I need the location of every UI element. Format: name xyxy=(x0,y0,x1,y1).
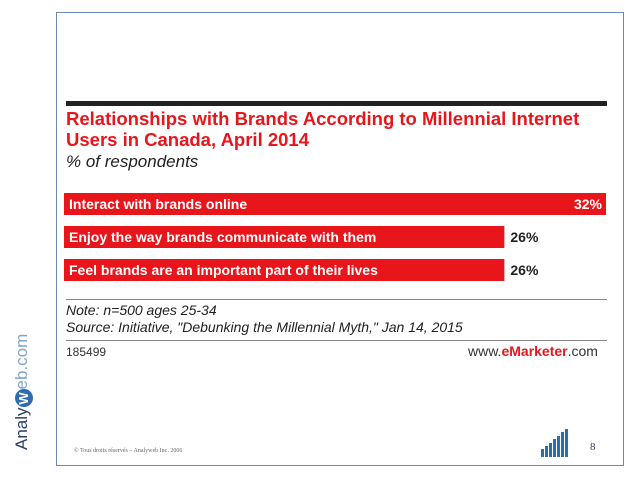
chart-note: Note: n=500 ages 25-34 xyxy=(66,302,217,318)
bar-category-label: Enjoy the way brands communicate with th… xyxy=(69,229,376,245)
divider xyxy=(66,340,607,341)
slide-frame xyxy=(56,12,624,466)
bar-value-label: 26% xyxy=(510,229,539,245)
page-number: 8 xyxy=(590,441,596,453)
bar-1 xyxy=(64,226,505,248)
chart-title: Relationships with Brands According to M… xyxy=(66,108,580,150)
top-rule xyxy=(66,101,607,106)
emarketer-logo: www.eMarketer.com xyxy=(468,343,598,359)
chart-subtitle: % of respondents xyxy=(66,152,199,171)
chart-id: 185499 xyxy=(66,345,107,359)
bar-value-label: 32% xyxy=(574,196,603,212)
divider xyxy=(66,299,607,300)
bar-value-label: 26% xyxy=(510,262,539,278)
bar-0 xyxy=(64,193,606,215)
chart-source: Source: Initiative, "Debunking the Mille… xyxy=(66,319,463,335)
copyright-text: © Tous droits réservés – Analyweb Inc. 2… xyxy=(74,448,183,454)
bar-logo-icon xyxy=(541,429,568,457)
bar-2 xyxy=(64,259,505,281)
bar-category-label: Feel brands are an important part of the… xyxy=(69,262,378,278)
bar-category-label: Interact with brands online xyxy=(69,196,247,212)
analyweb-logo: AnalyWeb.com xyxy=(12,333,33,450)
